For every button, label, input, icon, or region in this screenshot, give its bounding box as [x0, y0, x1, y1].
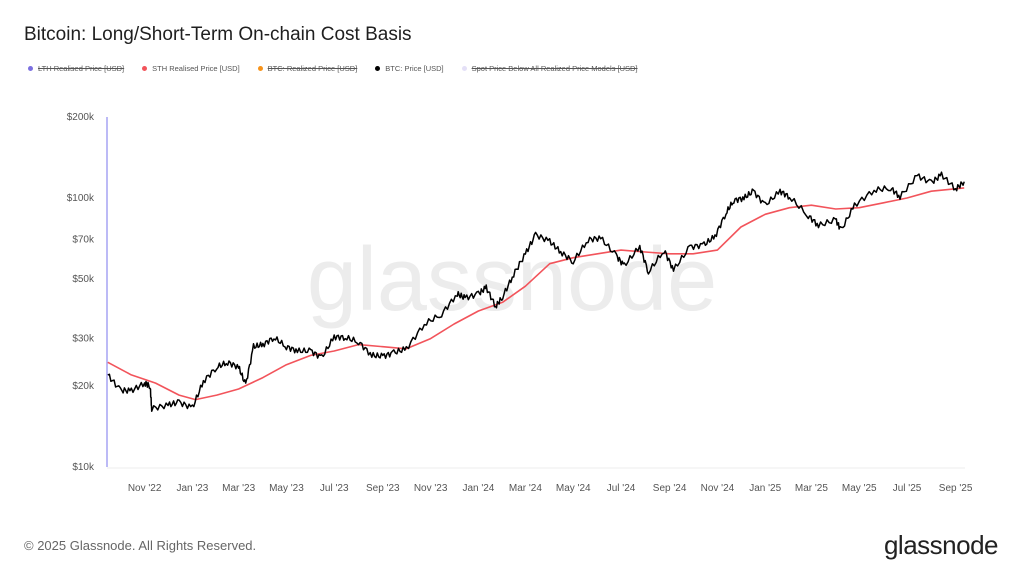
x-tick-label: May '24	[556, 483, 591, 494]
y-tick-label: $70k	[72, 235, 95, 246]
btc-price-line	[107, 171, 965, 412]
legend-swatch	[257, 66, 263, 71]
x-tick-label: Jul '23	[320, 483, 349, 494]
x-tick-label: Nov '22	[128, 483, 162, 494]
y-tick-label: $30k	[72, 334, 95, 345]
x-tick-label: Sep '23	[366, 483, 400, 494]
x-tick-label: Mar '24	[509, 483, 542, 494]
legend: LTH Realised Price [USD] STH Realised Pri…	[28, 64, 638, 73]
chart-title: Bitcoin: Long/Short-Term On-chain Cost B…	[24, 24, 412, 45]
x-tick-label: Nov '23	[414, 483, 448, 494]
y-tick-label: $50k	[72, 274, 95, 285]
y-tick-label: $10k	[72, 462, 95, 473]
legend-item[interactable]: Spot Price Below All Realized Price Mode…	[461, 64, 638, 73]
x-tick-label: Mar '25	[795, 483, 828, 494]
x-tick-label: Jul '25	[893, 483, 922, 494]
legend-item[interactable]: LTH Realised Price [USD]	[28, 64, 124, 73]
legend-label: LTH Realised Price [USD]	[38, 64, 125, 73]
legend-label: BTC: Realized Price [USD]	[267, 64, 358, 73]
x-tick-label: Jan '23	[176, 483, 208, 494]
x-tick-label: Sep '24	[653, 483, 687, 494]
x-tick-label: Sep '25	[939, 483, 973, 494]
x-tick-label: Jul '24	[607, 483, 636, 494]
legend-label: Spot Price Below All Realized Price Mode…	[471, 64, 638, 73]
legend-swatch	[375, 66, 381, 71]
x-tick-label: May '25	[842, 483, 877, 494]
sth-realised-price-line	[107, 187, 965, 401]
y-tick-label: $200k	[67, 112, 95, 123]
y-tick-label: $20k	[72, 381, 95, 392]
x-tick-label: Mar '23	[222, 483, 255, 494]
brand-logo: glassnode	[883, 530, 999, 560]
legend-item[interactable]: STH Realised Price [USD]	[142, 64, 240, 73]
legend-item[interactable]: BTC: Realized Price [USD]	[257, 64, 358, 73]
legend-swatch	[461, 66, 467, 71]
legend-label: BTC: Price [USD]	[385, 64, 444, 73]
legend-swatch	[28, 66, 33, 71]
legend-label: STH Realised Price [USD]	[152, 64, 240, 73]
copyright: © 2025 Glassnode. All Rights Reserved.	[24, 538, 257, 553]
y-tick-label: $100k	[67, 193, 95, 204]
x-tick-label: Nov '24	[701, 483, 735, 494]
x-tick-label: Jan '25	[749, 483, 781, 494]
x-tick-label: Jan '24	[462, 483, 494, 494]
legend-swatch	[142, 66, 148, 71]
x-tick-label: May '23	[269, 483, 304, 494]
legend-item[interactable]: BTC: Price [USD]	[375, 64, 444, 73]
